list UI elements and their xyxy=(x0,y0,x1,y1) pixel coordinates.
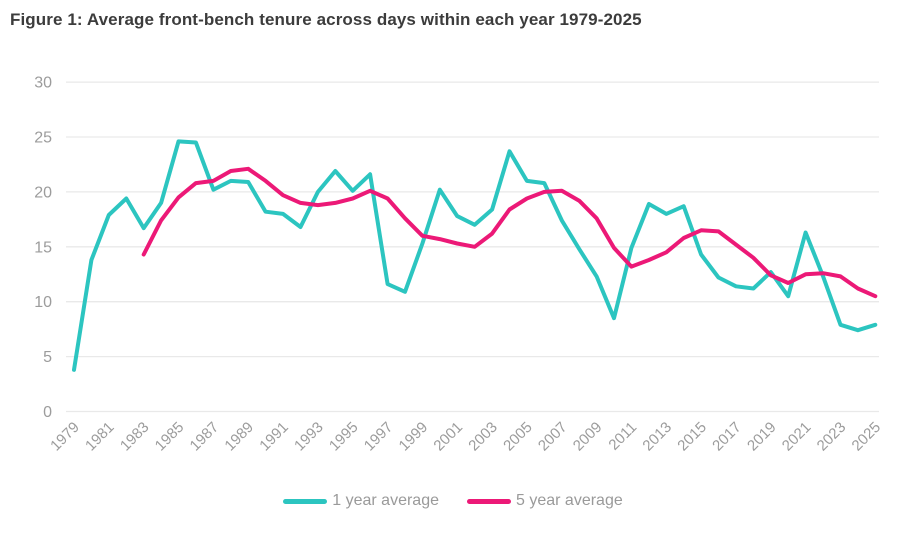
y-axis-tick-label: 15 xyxy=(34,239,52,256)
legend-label: 5 year average xyxy=(516,492,623,509)
x-axis-tick-label: 1991 xyxy=(256,419,292,455)
x-axis-tick-label: 2025 xyxy=(849,419,885,455)
y-axis-tick-label: 10 xyxy=(34,294,52,311)
x-axis-tick-label: 2007 xyxy=(535,419,571,455)
y-axis-tick-label: 20 xyxy=(34,184,52,201)
x-axis-tick-label: 1983 xyxy=(117,419,153,455)
legend-swatch xyxy=(467,498,511,504)
y-axis-tick-label: 30 xyxy=(34,75,52,92)
x-axis-tick-label: 2019 xyxy=(744,419,780,455)
x-axis-tick-label: 1987 xyxy=(187,419,223,455)
x-axis-tick-label: 2015 xyxy=(674,419,710,455)
x-axis-tick-label: 2013 xyxy=(639,419,675,455)
legend-swatch xyxy=(283,498,328,504)
series-line-5-year-average xyxy=(141,166,878,299)
x-axis-tick-label: 2003 xyxy=(465,419,501,455)
y-axis-tick-label: 5 xyxy=(43,349,52,366)
x-axis-tick-label: 1981 xyxy=(82,419,118,455)
x-axis-tick-label: 1999 xyxy=(396,419,432,455)
figure-title: Figure 1: Average front-bench tenure acr… xyxy=(10,10,642,29)
legend-item-1-year: 1 year average xyxy=(283,492,439,510)
x-axis-tick-label: 2005 xyxy=(500,419,536,455)
x-axis-tick-label: 1995 xyxy=(326,419,362,455)
series-line-1-year-average xyxy=(72,139,878,372)
legend-label: 1 year average xyxy=(332,492,439,509)
y-axis-tick-label: 0 xyxy=(43,404,52,421)
x-axis-tick-label: 1979 xyxy=(47,419,83,455)
chart-legend: 1 year average 5 year average xyxy=(0,492,906,510)
y-axis-tick-label: 25 xyxy=(34,130,52,147)
x-axis-tick-label: 2017 xyxy=(709,419,745,455)
x-axis-tick-label: 2001 xyxy=(430,419,466,455)
x-axis-tick-label: 2011 xyxy=(605,419,640,454)
x-axis-tick-label: 2009 xyxy=(570,419,606,455)
x-axis-tick-label: 1993 xyxy=(291,419,327,455)
x-axis-tick-label: 2023 xyxy=(814,419,850,455)
legend-item-5-year: 5 year average xyxy=(467,492,623,510)
x-axis-tick-label: 1989 xyxy=(221,419,257,455)
x-axis-tick-label: 1985 xyxy=(152,419,188,455)
x-axis-tick-label: 2021 xyxy=(779,419,815,455)
x-axis-tick-label: 1997 xyxy=(361,419,397,455)
